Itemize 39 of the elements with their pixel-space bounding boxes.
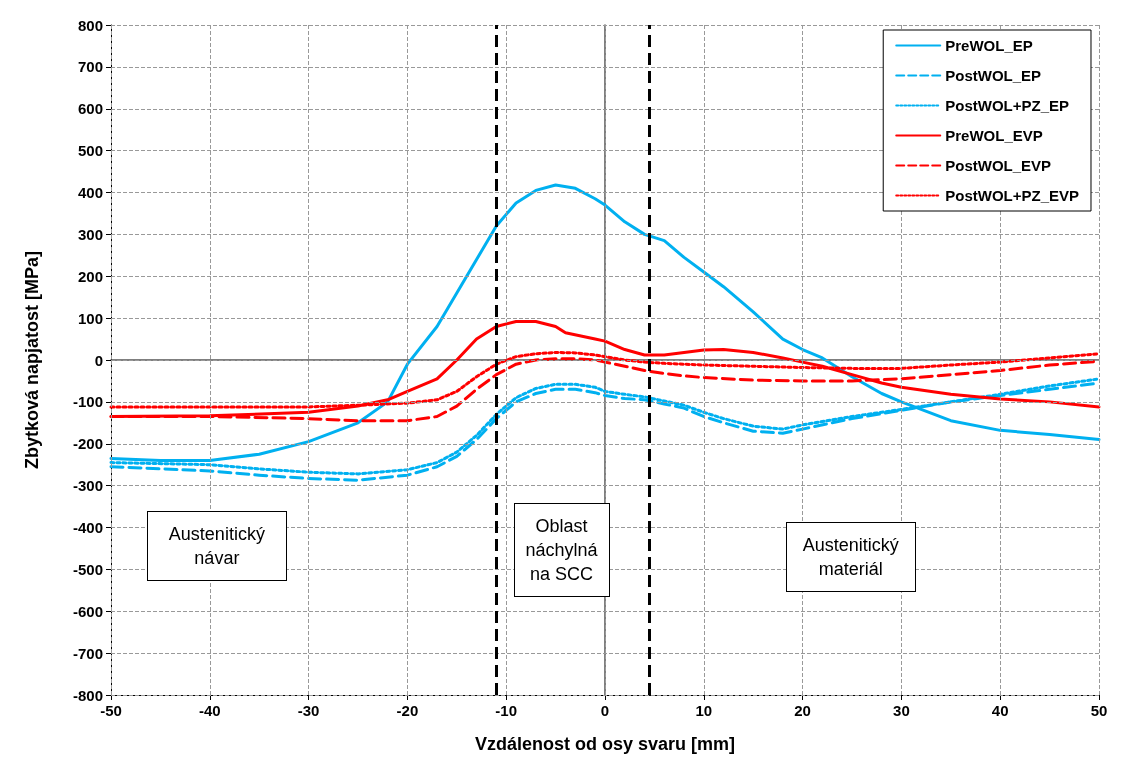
x-tick-label: -10 bbox=[495, 702, 518, 719]
y-tick-label: 600 bbox=[77, 100, 103, 118]
y-tick-label: -100 bbox=[72, 393, 103, 411]
x-tick-label: 30 bbox=[893, 702, 910, 719]
y-tick-label: -400 bbox=[72, 519, 103, 536]
y-tick-label: -500 bbox=[72, 560, 103, 578]
y-tick-label: -800 bbox=[72, 686, 103, 704]
y-tick-label: 500 bbox=[77, 142, 103, 160]
x-tick-label: -40 bbox=[198, 702, 221, 719]
x-tick-label: 40 bbox=[991, 702, 1009, 719]
legend-label: PostWOL_EVP bbox=[945, 157, 1052, 174]
x-tick-label: -50 bbox=[100, 702, 122, 719]
text-box: Austenitický návar bbox=[146, 510, 287, 581]
x-tick-label: -20 bbox=[396, 702, 419, 719]
x-tick-label: 50 bbox=[1090, 702, 1108, 719]
text-box: Austenitický materiál bbox=[785, 522, 916, 593]
legend-label: PostWOL+PZ_EVP bbox=[945, 187, 1079, 204]
y-tick-label: 100 bbox=[77, 309, 103, 327]
y-tick-label: 400 bbox=[77, 184, 103, 201]
x-tick-label: -30 bbox=[297, 702, 320, 719]
y-tick-label: -200 bbox=[72, 435, 103, 453]
y-tick-label: 700 bbox=[77, 58, 103, 76]
text-box: Oblast náchylná na SCC bbox=[513, 503, 610, 598]
legend-label: PreWOL_EVP bbox=[945, 127, 1043, 144]
y-tick-label: 800 bbox=[77, 16, 103, 34]
legend-label: PostWOL+PZ_EP bbox=[945, 97, 1069, 114]
x-tick-label: 20 bbox=[794, 702, 811, 719]
x-tick-label: 0 bbox=[600, 702, 610, 719]
y-tick-label: 0 bbox=[94, 351, 103, 369]
legend-label: PostWOL_EP bbox=[945, 67, 1042, 84]
y-tick-label: 200 bbox=[77, 267, 103, 285]
y-axis-title: Zbytková napjatost [MPa] bbox=[22, 250, 42, 470]
y-tick-label: -600 bbox=[72, 602, 103, 620]
y-tick-label: 300 bbox=[77, 225, 103, 243]
y-tick-label: -700 bbox=[72, 644, 103, 662]
y-tick-label: -300 bbox=[72, 477, 103, 495]
x-axis-title: Vzdálenost od osy svaru [mm] bbox=[474, 734, 736, 754]
legend-label: PreWOL_EP bbox=[945, 37, 1033, 54]
x-tick-label: 10 bbox=[695, 702, 713, 719]
